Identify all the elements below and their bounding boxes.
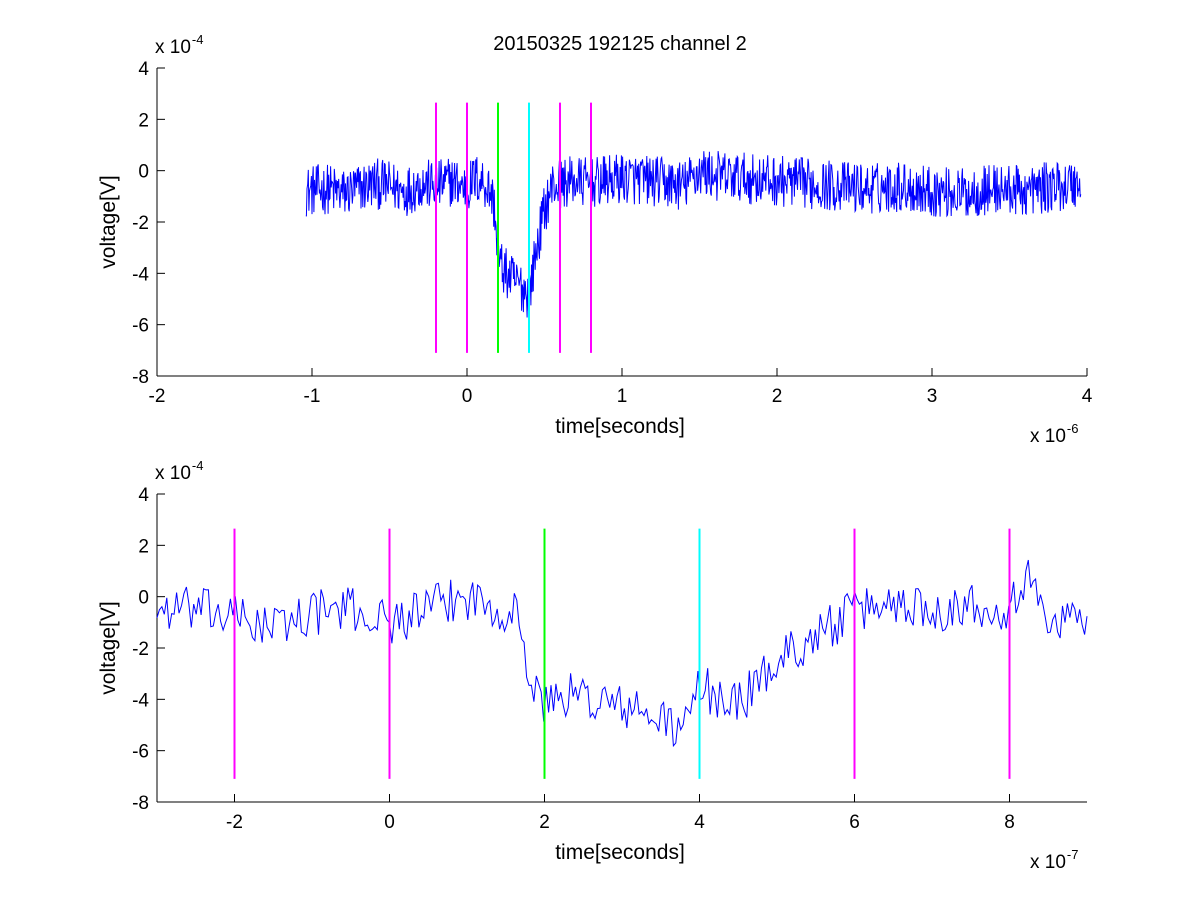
y-tick-label: 0	[138, 162, 149, 183]
y-tick-label: -4	[132, 264, 149, 285]
x-tick-label: 1	[617, 386, 628, 407]
y-tick-label: 2	[138, 110, 149, 131]
y-tick-label: -6	[132, 742, 149, 763]
x-axis-exponent: -7	[1067, 847, 1079, 862]
y-tick-label: 0	[138, 588, 149, 609]
y-axis-multiplier: x 10	[155, 463, 191, 484]
x-tick-label: 3	[927, 386, 938, 407]
top-plot: -2 -1 0 1 2 3 4 -8 -6 -4 -2 0 2 4 time[seconds] voltage…	[97, 32, 1093, 447]
x-axis-multiplier: x 10	[1030, 852, 1066, 873]
x-tick-label: 8	[1004, 812, 1015, 833]
y-tick-label: -8	[132, 367, 149, 388]
series-line	[305, 151, 1082, 318]
y-axis-label: voltage[V]	[97, 175, 120, 268]
x-tick-label: 2	[539, 812, 550, 833]
x-axis-label: time[seconds]	[555, 415, 685, 438]
x-tick-label: 4	[694, 812, 705, 833]
y-tick-label: 4	[138, 59, 149, 80]
x-tick-label: 0	[384, 812, 395, 833]
y-axis-exponent: -4	[192, 32, 204, 47]
y-axis-multiplier: x 10	[155, 37, 191, 58]
x-axis-multiplier: x 10	[1030, 426, 1066, 447]
figure-title: 20150325 192125 channel 2	[493, 33, 747, 55]
y-tick-label: 4	[138, 485, 149, 506]
y-axis-exponent: -4	[192, 458, 204, 473]
x-tick-label: 0	[462, 386, 473, 407]
x-tick-label: -2	[226, 812, 243, 833]
y-tick-label: -6	[132, 316, 149, 337]
x-tick-label: -2	[149, 386, 166, 407]
y-axis-label: voltage[V]	[97, 601, 120, 694]
x-tick-label: 2	[772, 386, 783, 407]
x-tick-label: 4	[1082, 386, 1093, 407]
y-tick-label: -4	[132, 690, 149, 711]
x-axis-exponent: -6	[1067, 421, 1079, 436]
y-tick-label: -2	[132, 639, 149, 660]
series-line	[156, 559, 1088, 748]
x-tick-label: 6	[849, 812, 860, 833]
x-axis-label: time[seconds]	[555, 841, 685, 864]
x-tick-label: -1	[304, 386, 321, 407]
bottom-plot: -2 0 2 4 6 8 -8 -6 -4 -2 0 2 4 time[seconds] voltage[V…	[97, 458, 1088, 873]
y-tick-label: -2	[132, 213, 149, 234]
y-tick-label: -8	[132, 793, 149, 814]
y-tick-label: 2	[138, 536, 149, 557]
